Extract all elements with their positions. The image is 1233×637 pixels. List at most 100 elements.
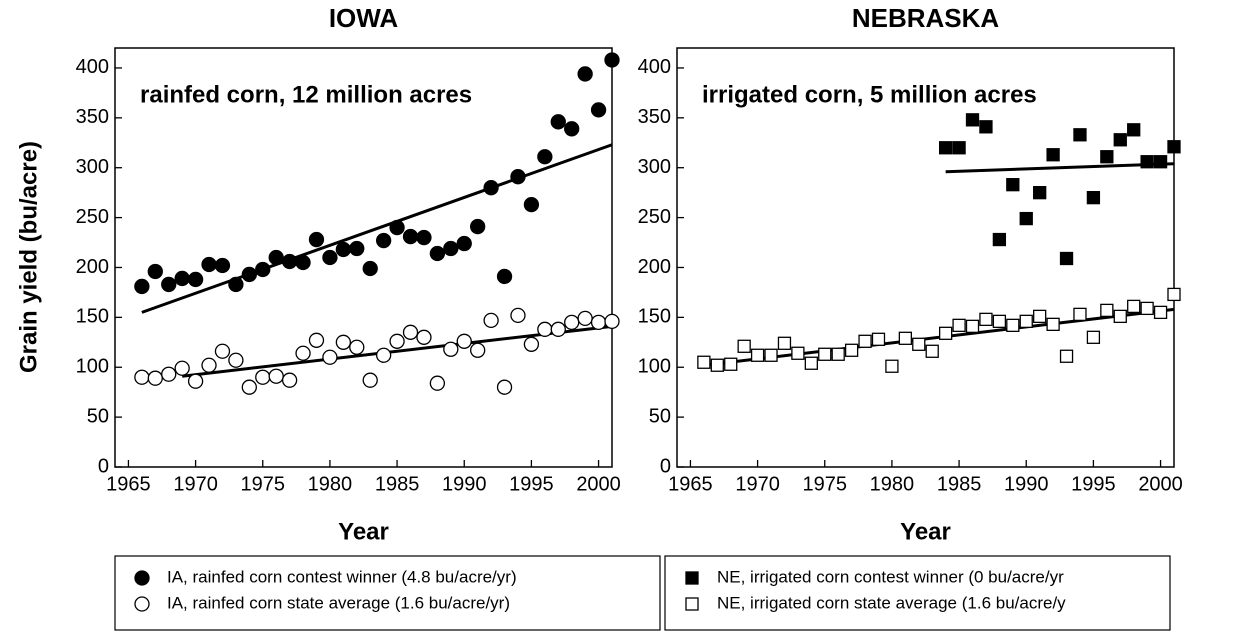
data-point [818, 347, 832, 361]
y-axis-label: Grain yield (bu/acre) [15, 141, 42, 373]
legend-marker [134, 570, 150, 586]
data-point [1113, 309, 1127, 324]
data-point [777, 336, 792, 350]
data-point [537, 149, 553, 165]
x-tick-label: 1965 [668, 473, 713, 495]
data-point [214, 257, 231, 274]
data-point [335, 334, 352, 350]
data-point [523, 196, 540, 213]
data-point [938, 326, 953, 340]
data-point [1140, 155, 1154, 169]
data-point [912, 337, 926, 351]
x-tick-label: 1995 [509, 473, 554, 495]
data-point [1127, 123, 1141, 137]
data-point [1006, 318, 1020, 332]
y-tick-label: 200 [76, 256, 109, 278]
data-point [590, 102, 607, 118]
data-point [1153, 155, 1168, 169]
data-point [1167, 287, 1181, 302]
x-axis-label: Year [900, 518, 951, 545]
data-point [147, 263, 163, 280]
data-point [791, 346, 805, 360]
data-point [590, 314, 607, 330]
data-point [550, 321, 566, 337]
data-point [322, 349, 338, 365]
y-tick-label: 350 [76, 106, 109, 128]
x-tick-label: 1965 [106, 473, 151, 495]
data-point [308, 332, 325, 348]
data-point [174, 270, 190, 287]
data-point [510, 169, 526, 185]
data-point [1127, 299, 1141, 314]
data-point [375, 347, 392, 363]
data-point [416, 329, 432, 345]
data-point [604, 52, 620, 68]
data-point [470, 218, 486, 235]
data-point [1059, 251, 1074, 266]
data-point [349, 339, 365, 355]
data-point [402, 228, 419, 245]
data-point [992, 314, 1007, 328]
y-tick-label: 400 [76, 56, 109, 78]
data-point [697, 355, 711, 369]
data-point [724, 357, 738, 371]
x-tick-label: 1980 [308, 473, 353, 495]
x-tick-label: 2000 [576, 473, 621, 495]
legend-box [664, 555, 1171, 631]
data-point [564, 314, 580, 330]
data-point [228, 352, 244, 368]
data-point [308, 231, 325, 248]
data-point [1073, 307, 1087, 322]
data-point [187, 373, 204, 389]
data-point [844, 343, 859, 357]
x-tick-label: 2000 [1138, 473, 1183, 495]
data-point [858, 334, 872, 348]
data-point [362, 372, 378, 388]
data-point [938, 141, 953, 155]
data-point [1033, 309, 1047, 324]
y-tick-label: 0 [98, 455, 109, 477]
annotation: rainfed corn, 12 million acres [140, 81, 472, 108]
legend-marker [134, 596, 150, 612]
data-point [1019, 314, 1033, 328]
data-point [496, 379, 513, 395]
trend-line [141, 143, 613, 314]
y-tick-label: 50 [87, 405, 109, 427]
x-tick-label: 1995 [1071, 473, 1116, 495]
data-point [174, 360, 190, 376]
y-tick-label: 350 [638, 106, 671, 128]
y-tick-label: 200 [638, 256, 671, 278]
x-tick-label: 1990 [442, 473, 487, 495]
legend-label: NE, irrigated corn state average (1.6 bu… [717, 593, 1066, 612]
y-tick-label: 400 [638, 56, 671, 78]
legend-label: IA, rainfed corn contest winner (4.8 bu/… [167, 567, 517, 586]
data-point [510, 307, 526, 324]
legend-marker [685, 597, 699, 611]
data-point [710, 358, 724, 372]
trend-line [945, 162, 1175, 174]
data-point [322, 249, 338, 266]
data-point [375, 232, 392, 249]
data-point [564, 121, 580, 137]
data-point [389, 333, 405, 349]
data-point [1046, 148, 1060, 162]
data-point [402, 324, 419, 340]
data-point [523, 336, 540, 352]
data-point [1086, 330, 1101, 344]
data-point [1153, 305, 1168, 320]
plot-frame [114, 47, 613, 468]
data-point [161, 276, 177, 293]
data-point [992, 232, 1007, 247]
x-tick-label: 1980 [870, 473, 915, 495]
y-tick-label: 0 [660, 455, 671, 477]
data-point [268, 368, 284, 384]
data-point [483, 180, 499, 196]
data-point [1033, 186, 1047, 200]
data-point [389, 219, 405, 236]
data-point [1140, 301, 1154, 316]
data-point [295, 345, 311, 361]
data-point [214, 343, 231, 359]
y-tick-label: 100 [638, 356, 671, 378]
y-tick-label: 150 [76, 306, 109, 328]
data-point [965, 113, 980, 127]
